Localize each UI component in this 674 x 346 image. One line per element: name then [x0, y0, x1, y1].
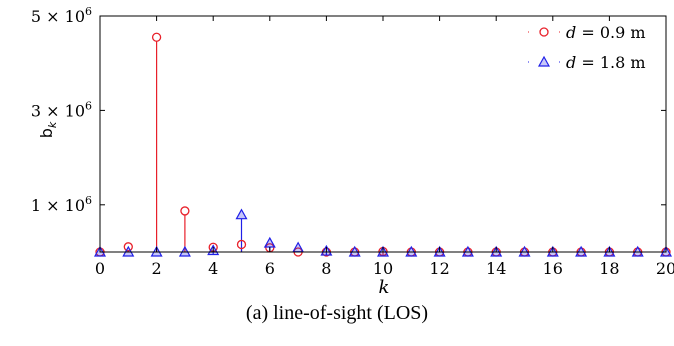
y-axis-label: bk — [37, 121, 59, 138]
legend: d = 0.9 m d = 1.8 m — [528, 23, 646, 72]
legend-label: d = 1.8 m — [566, 53, 646, 72]
series-d-0-9-point — [151, 32, 162, 42]
y-axis-label-main: b — [37, 128, 56, 138]
x-tick-label: 18 — [599, 259, 619, 278]
series-d-1-8-point — [263, 236, 276, 248]
y-tick-label: 1 × 106 — [31, 194, 92, 215]
x-tick-label: 0 — [95, 259, 105, 278]
x-tick-label: 16 — [543, 259, 563, 278]
x-tick-label: 14 — [486, 259, 506, 278]
legend-marker — [537, 55, 551, 67]
series-d-0-9-point — [123, 242, 133, 252]
x-tick-label: 8 — [321, 259, 331, 278]
series-d-1-8-point — [292, 241, 305, 253]
x-tick-label: 20 — [656, 259, 674, 278]
x-tick-label: 12 — [429, 259, 449, 278]
legend-entry-d-0-9: d = 0.9 m — [528, 23, 646, 42]
series-d-0-9-point — [180, 206, 190, 216]
y-tick-label: 3 × 106 — [31, 99, 92, 120]
y-axis-label-subscript: k — [46, 121, 59, 128]
figure: 0 2 4 6 8 10 12 14 16 18 20 1 × 106 3 × 106 5 × 106 k… — [31, 5, 674, 324]
y-tick-label: 5 × 106 — [31, 5, 92, 26]
series-d-0-9-point — [236, 239, 247, 250]
legend-entry-d-1-8: d = 1.8 m — [528, 53, 646, 72]
series-d-1-8-point — [235, 208, 248, 220]
legend-label: d = 0.9 m — [566, 23, 646, 42]
legend-marker — [539, 27, 549, 37]
x-axis-label: k — [379, 277, 390, 298]
stem-chart: 0 2 4 6 8 10 12 14 16 18 20 1 × 106 3 × 106 5 × 106 k… — [31, 5, 674, 298]
x-tick-label: 10 — [373, 259, 393, 278]
x-tick-label: 6 — [265, 259, 275, 278]
x-tick-label: 4 — [208, 259, 218, 278]
figure-caption: (a) line-of-sight (LOS) — [245, 302, 429, 324]
x-tick-label: 2 — [152, 259, 162, 278]
